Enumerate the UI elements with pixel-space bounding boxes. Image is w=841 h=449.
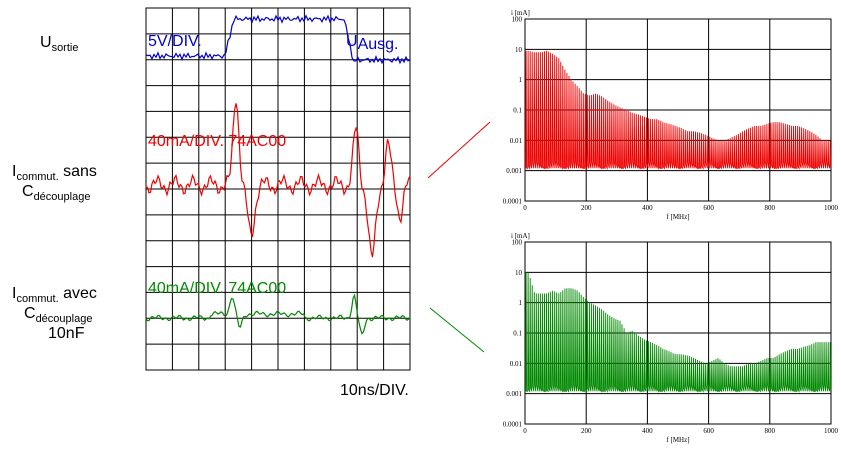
x-tick-label: 200 [581,204,592,212]
y-tick-label: 0.01 [510,360,523,368]
blue-voltage-trace [145,14,411,65]
x-tick-label: 600 [703,204,714,212]
y-axis-label: i [mA] [511,232,530,240]
y-tick-label: 10 [515,46,523,54]
y-tick-label: 0.1 [513,330,522,338]
y-axis-label: i [mA] [511,9,530,17]
time-div-label: 10ns/DIV. [340,382,409,399]
label-c-decouplage-1: Cdécouplage [22,183,90,203]
blue-uausg-sub: Ausg. [358,36,399,53]
label-i-commut-sans: Icommut. sans [12,163,97,183]
blue-uausg-label: UAusg. [346,33,398,53]
x-tick-label: 0 [523,204,527,212]
x-tick-label: 1000 [824,204,839,212]
y-tick-label: 0.0001 [503,198,523,206]
spectrum-series [525,50,832,171]
left-labels: Usortie Icommut. sans Cdécouplage Icommu… [12,34,97,342]
x-axis-label: f [MHz] [666,436,689,444]
x-axis-label: f [MHz] [666,213,689,221]
label-u-sortie: Usortie [40,34,78,54]
y-tick-label: 0.001 [506,390,522,398]
x-tick-label: 400 [642,204,653,212]
red-connector-line [427,121,491,179]
label-10nf: 10nF [48,325,85,342]
oscilloscope-screen: 5V/DIV. UAusg. 40mA/DIV. 74AC00 40mA/DIV. 7… [145,7,411,371]
y-tick-label: 0.01 [510,137,523,145]
green-scale-label: 40mA/DIV. 74AC00 [148,280,286,297]
blue-scale-label: 5V/DIV. [148,33,202,50]
x-tick-label: 600 [703,427,714,435]
y-tick-label: 1 [519,76,523,84]
y-tick-label: 100 [512,16,523,24]
label-c-decouplage-2: Cdécouplage [24,305,92,325]
y-tick-label: 0.0001 [503,421,523,429]
y-tick-label: 10 [515,269,523,277]
red-scale-label: 40mA/DIV. 74AC00 [148,133,286,150]
x-tick-label: 0 [523,427,527,435]
y-tick-label: 0.001 [506,167,522,175]
x-tick-label: 1000 [824,427,839,435]
x-tick-label: 400 [642,427,653,435]
blue-uausg-main: U [346,33,358,50]
x-tick-label: 800 [765,204,776,212]
y-tick-label: 100 [512,239,523,247]
red-current-trace [145,103,411,258]
x-tick-label: 200 [581,427,592,435]
green-connector-line [429,307,485,353]
y-tick-label: 0.1 [513,107,522,115]
label-i-commut-avec: Icommut. avec [12,285,97,305]
y-tick-label: 1 [519,299,523,307]
x-tick-label: 800 [765,427,776,435]
green-current-trace [145,293,411,335]
spectrum-series [525,272,832,394]
